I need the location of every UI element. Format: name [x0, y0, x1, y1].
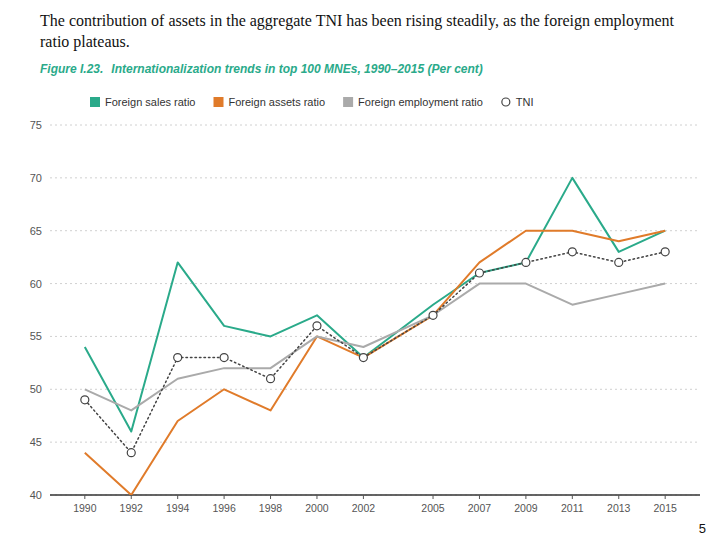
x-tick	[270, 495, 271, 499]
grid-line	[50, 442, 700, 443]
series-marker	[81, 396, 89, 404]
grid-line	[50, 230, 700, 231]
series-line	[85, 252, 665, 453]
legend-label: Foreign employment ratio	[358, 96, 483, 108]
x-tick	[177, 495, 178, 499]
series-marker	[174, 354, 182, 362]
series-marker	[475, 269, 483, 277]
legend-swatch	[343, 97, 353, 107]
y-tick-label: 65	[30, 225, 42, 237]
series-marker	[127, 449, 135, 457]
grid-line	[50, 177, 700, 178]
x-tick-label: 1992	[120, 502, 144, 514]
x-tick-label: 1990	[73, 502, 97, 514]
y-tick-label: 50	[30, 383, 42, 395]
figure-label: Figure I.23.	[40, 62, 103, 76]
y-grid: 40 45 50 55 60 65 70 75	[30, 119, 700, 501]
grid-line	[50, 283, 700, 284]
series-marker	[359, 354, 367, 362]
x-tick-label: 2015	[653, 502, 677, 514]
page-number: 5	[699, 521, 706, 536]
x-tick-label: 2011	[561, 502, 584, 514]
grid-line	[50, 125, 700, 126]
series-marker	[661, 248, 669, 256]
series-marker	[267, 375, 275, 383]
x-tick-label: 2009	[514, 502, 538, 514]
y-tick-label: 45	[30, 436, 42, 448]
subtitle: Internationalization trends in top 100 M…	[111, 62, 482, 76]
x-tick-label: 2002	[352, 502, 376, 514]
x-tick	[131, 495, 132, 499]
series-line	[85, 231, 665, 495]
y-tick-label: 55	[30, 330, 42, 342]
x-tick	[479, 495, 480, 499]
series-marker	[568, 248, 576, 256]
grid-line	[50, 495, 700, 496]
legend-swatch	[90, 97, 100, 107]
series-line	[85, 178, 665, 432]
series-marker	[313, 322, 321, 330]
y-tick-label: 70	[30, 172, 42, 184]
series-marker	[429, 311, 437, 319]
x-tick	[665, 495, 666, 499]
series-marker	[522, 258, 530, 266]
y-tick-label: 40	[30, 489, 42, 501]
grid-line	[50, 389, 700, 390]
x-tick-label: 1996	[212, 502, 236, 514]
x-tick	[618, 495, 619, 499]
legend-label: TNI	[516, 96, 534, 108]
legend-label: Foreign assets ratio	[229, 96, 326, 108]
x-tick	[224, 495, 225, 499]
series-marker	[220, 354, 228, 362]
series-marker	[615, 258, 623, 266]
x-tick	[525, 495, 526, 499]
chart: 40 45 50 55 60 65 70 75 1990 1992 1994 1996 1998 2000…	[0, 0, 720, 540]
grid-line	[50, 336, 700, 337]
x-tick-label: 1998	[259, 502, 283, 514]
x-tick	[84, 495, 85, 499]
x-axis-line	[50, 494, 700, 496]
y-tick-label: 75	[30, 119, 42, 131]
title: The contribution of assets in the aggreg…	[40, 10, 680, 52]
x-tick	[316, 495, 317, 499]
x-tick-label: 2013	[607, 502, 631, 514]
x-tick	[363, 495, 364, 499]
x-axis: 1990 1992 1994 1996 1998 2000 2002 2005 2007 2009…	[50, 495, 700, 514]
y-tick-label: 60	[30, 278, 42, 290]
x-tick	[572, 495, 573, 499]
legend-swatch	[502, 98, 510, 106]
plot-area	[81, 178, 669, 495]
legend: Foreign sales ratio Foreign assets ratio F…	[90, 96, 534, 108]
x-tick	[433, 495, 434, 499]
x-tick-label: 2005	[421, 502, 445, 514]
legend-label: Foreign sales ratio	[105, 96, 196, 108]
legend-swatch	[214, 97, 224, 107]
x-tick-label: 1994	[166, 502, 190, 514]
x-tick-label: 2007	[468, 502, 492, 514]
subtitle-row: Figure I.23. Internationalization trends …	[40, 62, 700, 76]
series-line	[85, 284, 665, 411]
x-tick-label: 2000	[305, 502, 329, 514]
